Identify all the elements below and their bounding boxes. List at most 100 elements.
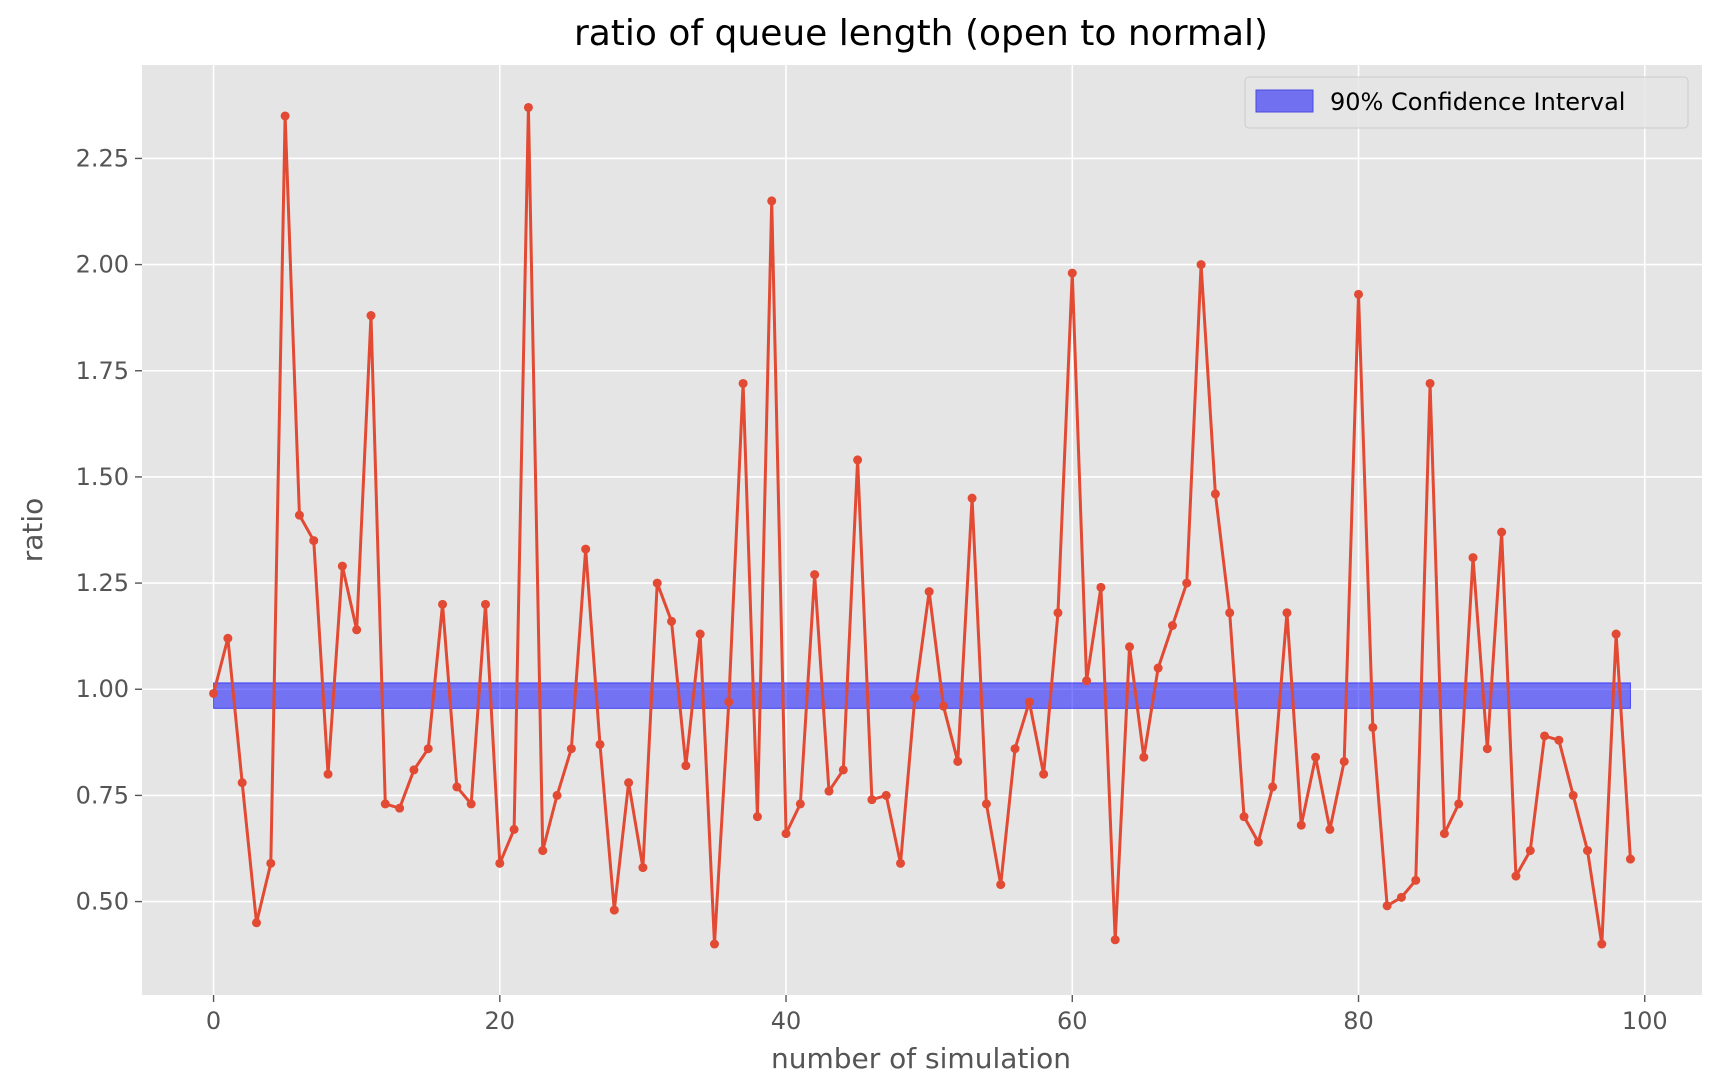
data-point bbox=[438, 599, 448, 609]
data-point bbox=[824, 786, 834, 796]
data-point bbox=[251, 918, 261, 928]
data-point bbox=[938, 701, 948, 711]
data-point bbox=[538, 846, 548, 856]
data-point bbox=[1039, 769, 1049, 779]
data-point bbox=[1225, 608, 1235, 618]
data-point bbox=[237, 778, 247, 788]
data-point bbox=[466, 799, 476, 809]
data-point bbox=[681, 761, 691, 771]
data-point bbox=[981, 799, 991, 809]
data-point bbox=[652, 578, 662, 588]
data-point bbox=[1096, 582, 1106, 592]
data-point bbox=[209, 688, 219, 698]
data-point bbox=[695, 629, 705, 639]
x-axis-label: number of simulation bbox=[771, 1042, 1071, 1075]
data-point bbox=[1339, 756, 1349, 766]
series-line bbox=[212, 105, 1632, 946]
data-point bbox=[1554, 735, 1564, 745]
data-point bbox=[395, 803, 405, 813]
data-point bbox=[566, 744, 576, 754]
y-axis-label: ratio bbox=[16, 498, 49, 563]
data-point bbox=[1053, 608, 1063, 618]
data-point bbox=[1311, 752, 1321, 762]
legend-box bbox=[1244, 76, 1689, 129]
x-tick-label: 40 bbox=[771, 1007, 802, 1035]
data-point bbox=[709, 939, 719, 949]
data-point bbox=[423, 744, 433, 754]
plot-area bbox=[142, 65, 1702, 995]
axis-ticks: 0 20 40 60 80 100 0.50 0.75 1.00 1.25 1.50 1.75 2.00… bbox=[76, 144, 1668, 1035]
x-tick-label: 60 bbox=[1057, 1007, 1088, 1035]
data-point bbox=[1239, 812, 1249, 822]
data-point bbox=[1497, 527, 1507, 537]
data-point bbox=[1325, 824, 1335, 834]
data-point bbox=[523, 102, 533, 112]
data-point bbox=[795, 799, 805, 809]
y-tick-label: 2.25 bbox=[76, 144, 129, 172]
data-point bbox=[1153, 663, 1163, 673]
data-point bbox=[609, 905, 619, 915]
data-point bbox=[480, 599, 490, 609]
data-point bbox=[1067, 268, 1077, 278]
data-point bbox=[1454, 799, 1464, 809]
data-point bbox=[1182, 578, 1192, 588]
data-point bbox=[223, 633, 233, 643]
data-point bbox=[953, 756, 963, 766]
data-point bbox=[624, 778, 634, 788]
data-point bbox=[581, 544, 591, 554]
data-point bbox=[910, 693, 920, 703]
data-point bbox=[1010, 744, 1020, 754]
data-point bbox=[896, 858, 906, 868]
x-tick-label: 100 bbox=[1622, 1007, 1668, 1035]
confidence-interval-band bbox=[213, 682, 1631, 709]
data-point bbox=[1540, 731, 1550, 741]
data-point bbox=[752, 812, 762, 822]
data-point bbox=[280, 111, 290, 121]
data-point bbox=[1210, 489, 1220, 499]
data-point bbox=[1125, 642, 1135, 652]
x-tick-label: 20 bbox=[485, 1007, 516, 1035]
data-point bbox=[294, 510, 304, 520]
data-point bbox=[337, 561, 347, 571]
data-point bbox=[1625, 854, 1635, 864]
data-point bbox=[1282, 608, 1292, 618]
data-point bbox=[1568, 790, 1578, 800]
data-point bbox=[1382, 901, 1392, 911]
data-point bbox=[667, 616, 677, 626]
data-point bbox=[1525, 846, 1535, 856]
chart-title: ratio of queue length (open to normal) bbox=[574, 13, 1268, 54]
data-point bbox=[595, 739, 605, 749]
data-point bbox=[1110, 935, 1120, 945]
data-point bbox=[352, 625, 362, 635]
y-tick-label: 1.75 bbox=[76, 357, 129, 385]
data-point bbox=[1511, 871, 1521, 881]
data-point bbox=[1396, 892, 1406, 902]
data-point bbox=[1296, 820, 1306, 830]
data-point bbox=[1611, 629, 1621, 639]
data-point bbox=[1139, 752, 1149, 762]
data-point bbox=[366, 311, 376, 321]
y-tick-label: 0.75 bbox=[76, 781, 129, 809]
legend: 90% Confidence Interval bbox=[1244, 76, 1689, 129]
data-point bbox=[309, 536, 319, 546]
data-point bbox=[967, 493, 977, 503]
data-point bbox=[738, 378, 748, 388]
data-point bbox=[781, 829, 791, 839]
data-point bbox=[452, 782, 462, 792]
y-tick-label: 1.00 bbox=[76, 675, 129, 703]
data-point bbox=[1583, 846, 1593, 856]
data-point bbox=[881, 790, 891, 800]
data-point bbox=[1167, 621, 1177, 631]
data-point bbox=[838, 765, 848, 775]
data-point bbox=[724, 697, 734, 707]
legend-label: 90% Confidence Interval bbox=[1330, 88, 1625, 116]
data-point bbox=[1439, 829, 1449, 839]
data-point bbox=[323, 769, 333, 779]
data-point bbox=[1425, 378, 1435, 388]
data-point bbox=[509, 824, 519, 834]
legend-swatch bbox=[1255, 89, 1314, 113]
y-tick-label: 0.50 bbox=[76, 888, 129, 916]
data-point bbox=[1597, 939, 1607, 949]
data-point bbox=[1253, 837, 1263, 847]
